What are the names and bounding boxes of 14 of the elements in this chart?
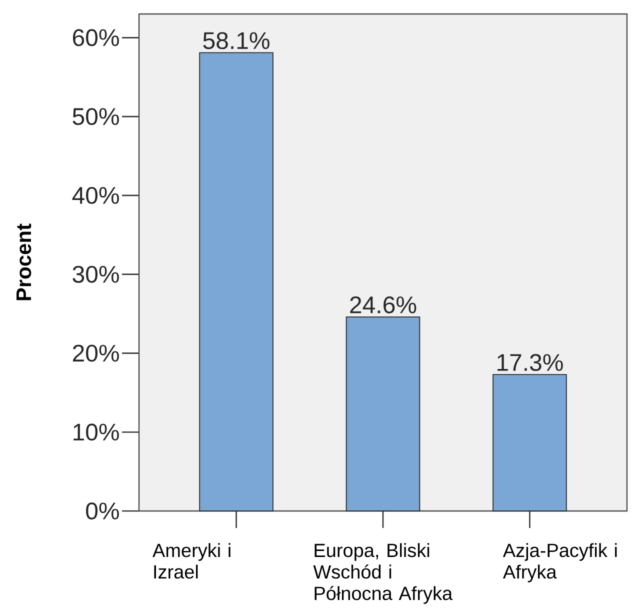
y-tick-label: 10% (74, 424, 119, 441)
x-tick-label: Azja-Pacyfik i Afryka (502, 543, 617, 582)
data-label: 17.3% (498, 354, 563, 371)
data-label: 24.6% (350, 296, 416, 314)
y-tick-label: 30% (72, 266, 119, 283)
y-tick-label: 20% (72, 344, 119, 362)
x-tick-label: Europa, Bliski Wschód i Północna Afryka (313, 543, 453, 604)
data-label: 58.1% (203, 32, 270, 50)
x-tick-label: Ameryki i Izrael (152, 543, 230, 579)
y-tick-label: 40% (72, 186, 119, 204)
y-tick-label: 60% (72, 29, 119, 46)
y-axis-title: Procent (16, 224, 32, 300)
y-tick-label: 50% (72, 108, 119, 126)
y-tick-label: 0% (86, 502, 119, 520)
